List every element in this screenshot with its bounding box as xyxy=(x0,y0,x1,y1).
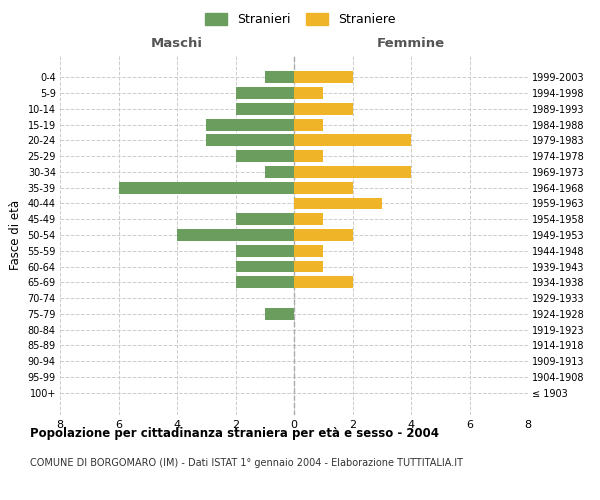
Bar xyxy=(294,276,353,288)
Bar xyxy=(294,150,323,162)
Bar xyxy=(265,308,294,320)
Bar xyxy=(294,87,323,99)
Bar xyxy=(235,87,294,99)
Text: Maschi: Maschi xyxy=(151,37,203,50)
Bar xyxy=(235,150,294,162)
Bar xyxy=(235,276,294,288)
Bar xyxy=(119,182,294,194)
Bar xyxy=(294,260,323,272)
Y-axis label: Anni di nascita: Anni di nascita xyxy=(596,192,600,278)
Bar xyxy=(235,214,294,225)
Bar xyxy=(294,166,411,178)
Text: COMUNE DI BORGOMARO (IM) - Dati ISTAT 1° gennaio 2004 - Elaborazione TUTTITALIA.: COMUNE DI BORGOMARO (IM) - Dati ISTAT 1°… xyxy=(30,458,463,468)
Bar xyxy=(265,166,294,178)
Bar xyxy=(206,134,294,146)
Bar xyxy=(265,72,294,83)
Bar xyxy=(235,103,294,115)
Bar xyxy=(235,245,294,256)
Bar xyxy=(294,182,353,194)
Bar xyxy=(294,72,353,83)
Y-axis label: Fasce di età: Fasce di età xyxy=(9,200,22,270)
Bar xyxy=(294,103,353,115)
Text: Femmine: Femmine xyxy=(377,37,445,50)
Bar xyxy=(235,260,294,272)
Bar xyxy=(294,214,323,225)
Bar xyxy=(177,229,294,241)
Text: Popolazione per cittadinanza straniera per età e sesso - 2004: Popolazione per cittadinanza straniera p… xyxy=(30,428,439,440)
Bar xyxy=(294,134,411,146)
Bar xyxy=(294,245,323,256)
Bar xyxy=(294,118,323,130)
Legend: Stranieri, Straniere: Stranieri, Straniere xyxy=(201,8,399,30)
Bar xyxy=(294,229,353,241)
Bar xyxy=(206,118,294,130)
Bar xyxy=(294,198,382,209)
